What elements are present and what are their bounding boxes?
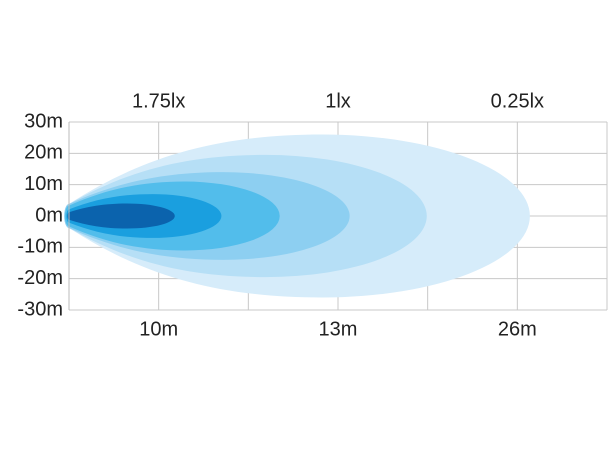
bottom-label: 26m [498, 318, 537, 340]
top-label: 1lx [325, 90, 351, 112]
y-tick-label: 0m [35, 204, 63, 226]
y-tick-label: 30m [24, 110, 63, 132]
y-tick-label: -20m [17, 267, 63, 289]
y-tick-label: -30m [17, 298, 63, 320]
beam-contour [67, 203, 175, 229]
y-tick-label: 20m [24, 142, 63, 164]
bottom-label: 13m [319, 318, 358, 340]
top-label: 0.25lx [491, 90, 544, 112]
y-tick-label: 10m [24, 173, 63, 195]
bottom-label: 10m [139, 318, 178, 340]
top-label: 1.75lx [132, 90, 185, 112]
y-tick-label: -10m [17, 236, 63, 258]
